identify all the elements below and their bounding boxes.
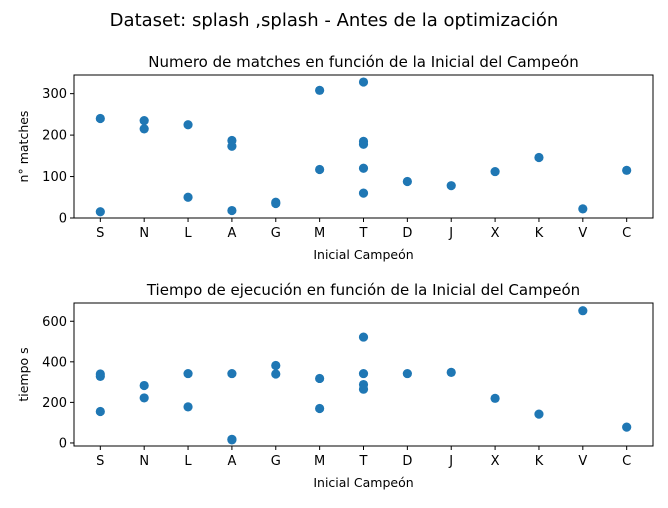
x-tick-label: C	[622, 226, 631, 241]
y-tick-label: 600	[42, 315, 67, 330]
data-point	[95, 371, 105, 382]
data-point	[315, 164, 325, 175]
x-tick-label: X	[491, 226, 500, 241]
x-axis-label: Inicial Campeón	[313, 475, 413, 490]
y-tick-label: 0	[59, 212, 67, 227]
chart-title: Tiempo de ejecución en función de la Ini…	[146, 281, 580, 299]
x-tick-label: A	[227, 454, 236, 469]
data-point	[139, 380, 149, 391]
data-point	[315, 85, 325, 95]
x-tick-label: J	[448, 454, 453, 469]
data-point	[227, 368, 237, 379]
data-point	[95, 113, 105, 124]
data-point	[622, 165, 632, 175]
y-tick-label: 0	[59, 436, 67, 451]
y-axis-label: tiempo s	[16, 347, 31, 401]
x-tick-label: A	[227, 226, 236, 241]
data-point	[95, 207, 105, 217]
x-tick-label: J	[448, 226, 453, 241]
data-point	[227, 205, 237, 216]
x-tick-label: X	[491, 454, 500, 469]
x-tick-label: M	[314, 454, 325, 469]
data-point	[315, 403, 325, 414]
data-point	[446, 181, 456, 191]
x-tick-label: V	[578, 226, 587, 241]
data-point	[271, 360, 281, 371]
x-tick-label: S	[96, 454, 104, 469]
data-point	[358, 384, 369, 394]
data-point	[622, 422, 632, 432]
data-point	[534, 409, 544, 419]
x-tick-label: N	[139, 226, 149, 241]
data-point	[183, 192, 193, 202]
data-point	[95, 406, 105, 417]
data-point	[139, 115, 149, 126]
x-tick-label: D	[402, 226, 412, 241]
x-tick-label: T	[359, 454, 368, 469]
y-tick-label: 300	[42, 87, 67, 102]
data-point	[183, 402, 193, 412]
chart-title: Numero de matches en función de la Inici…	[148, 53, 578, 71]
data-point	[534, 152, 544, 163]
x-tick-label: D	[402, 454, 412, 469]
x-tick-label: K	[535, 454, 544, 469]
x-tick-label: S	[96, 226, 104, 241]
x-tick-label: L	[184, 454, 192, 469]
x-tick-label: V	[578, 454, 587, 469]
data-point	[271, 198, 281, 209]
data-point	[358, 188, 369, 198]
x-tick-label: G	[271, 226, 281, 241]
data-point	[402, 368, 412, 379]
x-tick-label: G	[271, 454, 281, 469]
y-axis-label: n° matches	[16, 111, 31, 183]
data-point	[271, 369, 281, 379]
y-tick-label: 100	[42, 170, 67, 185]
y-tick-label: 200	[42, 129, 67, 144]
data-point	[402, 176, 412, 187]
x-tick-label: T	[359, 226, 368, 241]
x-tick-label: M	[314, 226, 325, 241]
y-tick-label: 200	[42, 396, 67, 411]
data-point	[578, 306, 588, 316]
x-tick-label: K	[535, 226, 544, 241]
x-tick-label: N	[139, 454, 149, 469]
data-point	[358, 139, 369, 149]
data-point	[139, 124, 149, 134]
data-point	[490, 166, 500, 177]
data-point	[358, 163, 369, 173]
data-point	[358, 332, 369, 342]
y-tick-label: 400	[42, 355, 67, 370]
data-point	[358, 77, 369, 87]
data-point	[315, 373, 325, 384]
data-point	[183, 368, 193, 379]
x-tick-label: L	[184, 226, 192, 241]
data-point	[139, 393, 149, 403]
x-tick-label: C	[622, 454, 631, 469]
x-axis-label: Inicial Campeón	[313, 247, 413, 262]
data-point	[183, 120, 193, 130]
data-point	[446, 367, 456, 377]
data-point	[358, 368, 369, 379]
data-point	[490, 393, 500, 403]
data-point	[227, 141, 237, 151]
figure-suptitle: Dataset: splash ,splash - Antes de la op…	[110, 10, 559, 31]
data-point	[578, 204, 588, 214]
data-point	[227, 435, 237, 445]
